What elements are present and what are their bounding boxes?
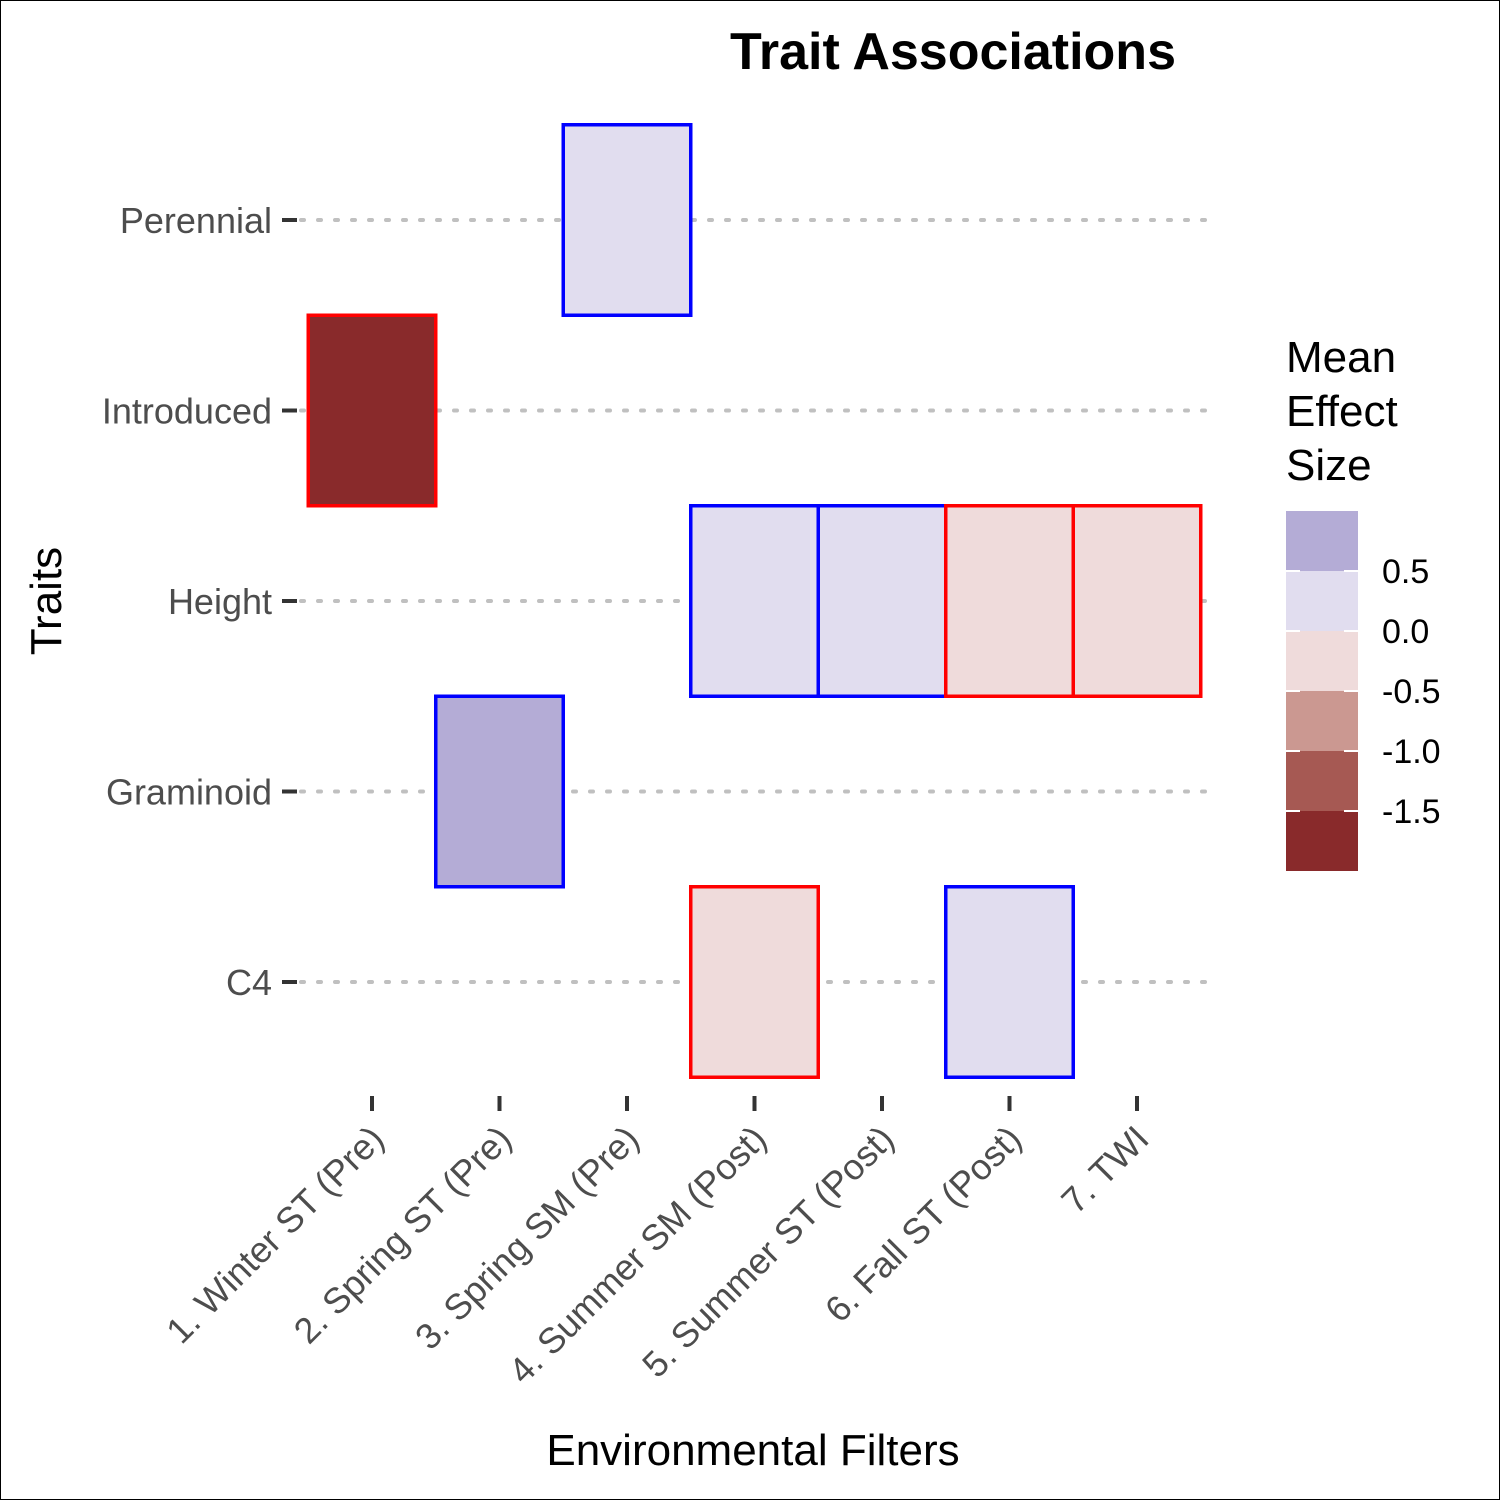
heatmap-cell xyxy=(944,504,1075,698)
legend-color-bin xyxy=(1286,571,1358,631)
heatmap-cell xyxy=(689,885,820,1079)
x-tick-label: 5. Summer ST (Post) xyxy=(634,1118,902,1386)
y-tick-label: Height xyxy=(168,581,272,622)
legend-label: -0.5 xyxy=(1382,673,1441,711)
heatmap-cell xyxy=(561,123,693,317)
y-axis: Perennial Introduced Height Graminoid C4 xyxy=(102,200,297,1003)
y-tick-label: Perennial xyxy=(120,200,272,241)
legend-title-line-1: Mean xyxy=(1286,333,1396,382)
legend-color-bin xyxy=(1286,751,1358,811)
x-axis: 1. Winter ST (Pre)2. Spring ST (Pre)3. S… xyxy=(158,1096,1157,1391)
legend-label: -1.5 xyxy=(1382,793,1441,831)
y-axis-title: Traits xyxy=(22,547,71,655)
legend-title-line-3: Size xyxy=(1286,441,1372,490)
heatmap-cells xyxy=(306,123,1203,1079)
legend: Mean Effect Size 0.5 0.0 -0.5 -1.0 -1.5 xyxy=(1286,333,1441,871)
legend-label: -1.0 xyxy=(1382,733,1441,771)
x-tick-label: 4. Summer SM (Post) xyxy=(500,1118,774,1392)
y-tick-label: Graminoid xyxy=(106,772,272,813)
x-tick-label: 2. Spring ST (Pre) xyxy=(285,1118,519,1352)
heatmap-cell xyxy=(944,885,1075,1079)
legend-color-bin xyxy=(1286,811,1358,871)
legend-color-bin xyxy=(1286,511,1358,571)
legend-colorbar xyxy=(1286,511,1358,871)
legend-label: 0.0 xyxy=(1382,613,1429,651)
legend-title-line-2: Effect xyxy=(1286,387,1398,436)
legend-labels: 0.5 0.0 -0.5 -1.0 -1.5 xyxy=(1286,553,1441,831)
legend-color-bin xyxy=(1286,691,1358,751)
x-tick-label: 3. Spring SM (Pre) xyxy=(407,1118,647,1358)
legend-color-bin xyxy=(1286,631,1358,691)
heatmap-cell xyxy=(689,504,820,698)
chart-title: Trait Associations xyxy=(730,23,1176,81)
heatmap-cell xyxy=(306,313,438,508)
y-tick-label: C4 xyxy=(226,962,272,1003)
heatmap-cell xyxy=(434,694,565,889)
legend-label: 0.5 xyxy=(1382,553,1429,591)
x-tick-label: 7. TWI xyxy=(1053,1118,1156,1221)
y-tick-label: Introduced xyxy=(102,391,272,432)
x-axis-title: Environmental Filters xyxy=(546,1426,959,1475)
x-tick-label: 1. Winter ST (Pre) xyxy=(158,1118,392,1352)
heatmap-cell xyxy=(1071,504,1203,698)
heatmap-cell xyxy=(816,504,948,698)
